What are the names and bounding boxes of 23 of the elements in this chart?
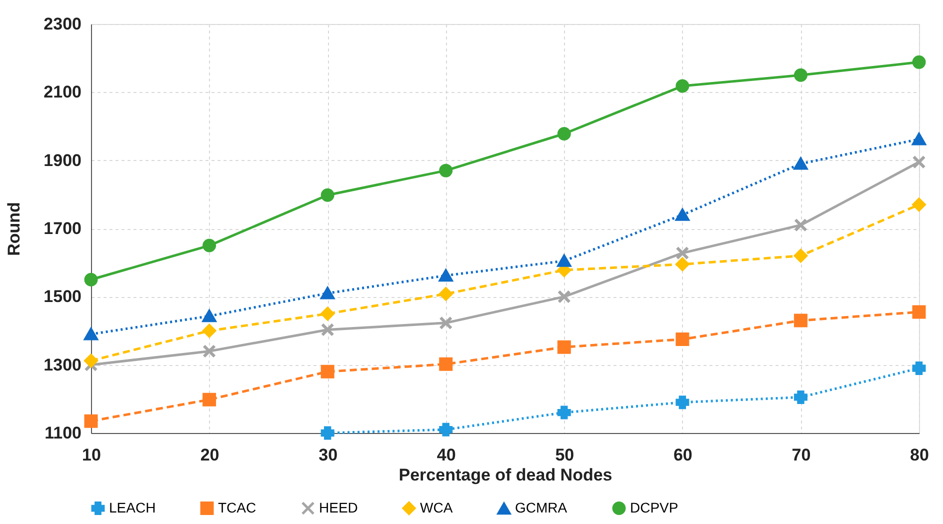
legend-label: HEED bbox=[319, 499, 358, 516]
y-tick-label: 1300 bbox=[44, 355, 82, 374]
x-tick-label: 20 bbox=[200, 446, 220, 464]
x-tick-label: 70 bbox=[792, 446, 811, 464]
legend-label: DCPVP bbox=[630, 499, 678, 516]
x-axis-title: Percentage of dead Nodes bbox=[398, 466, 612, 484]
y-tick-label: 1500 bbox=[44, 287, 82, 306]
y-axis-title: Round bbox=[4, 202, 24, 256]
x-tick-label: 80 bbox=[910, 446, 929, 464]
legend-label: GCMRA bbox=[515, 500, 568, 516]
legend-label: LEACH bbox=[109, 499, 156, 516]
x-tick-label: 10 bbox=[82, 446, 101, 464]
x-tick-label: 60 bbox=[673, 446, 692, 464]
y-tick-label: 1700 bbox=[44, 219, 82, 238]
x-tick-label: 50 bbox=[555, 446, 574, 464]
legend-label: WCA bbox=[420, 499, 454, 516]
y-tick-label: 1900 bbox=[44, 150, 82, 170]
x-tick-label: 40 bbox=[436, 446, 456, 464]
y-tick-label: 2100 bbox=[44, 82, 82, 102]
y-tick-label: 2300 bbox=[44, 14, 82, 34]
x-tick-label: 30 bbox=[318, 446, 338, 464]
y-tick-label: 1100 bbox=[44, 424, 82, 442]
legend-label: TCAC bbox=[218, 499, 256, 516]
